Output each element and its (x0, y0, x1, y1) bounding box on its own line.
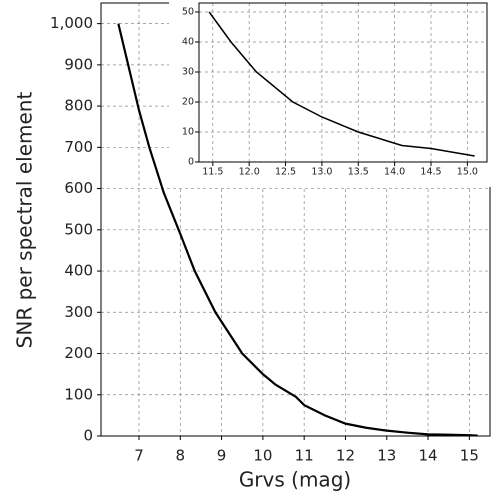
x-tick-label: 15.0 (457, 167, 478, 178)
y-tick-label: 900 (64, 55, 93, 73)
y-tick-label: 800 (64, 97, 93, 115)
y-tick-label: 200 (64, 344, 93, 362)
y-tick-label: 500 (64, 220, 93, 238)
y-tick-label: 700 (64, 138, 93, 156)
data-line (117, 23, 478, 437)
x-tick-label: 13 (377, 447, 396, 465)
x-tick-label: 8 (176, 447, 186, 465)
x-tick-label: 12.0 (239, 167, 260, 178)
x-tick-label: 13.5 (348, 167, 369, 178)
x-tick-label: 14 (419, 447, 438, 465)
y-tick-label: 100 (64, 385, 93, 403)
x-axis-label: Grvs (mag) (239, 468, 351, 492)
x-tick-label: 7 (134, 447, 144, 465)
x-tick-label: 12 (336, 447, 355, 465)
x-tick-label: 13.0 (311, 167, 332, 178)
y-tick-label: 20 (182, 97, 194, 108)
x-tick-label: 10 (253, 447, 272, 465)
x-tick-label: 14.0 (384, 167, 405, 178)
x-tick-label: 11 (295, 447, 314, 465)
data-line (208, 11, 475, 157)
y-tick-label: 50 (182, 7, 194, 18)
y-axis-label: SNR per spectral element (13, 92, 37, 349)
x-tick-label: 9 (217, 447, 227, 465)
y-tick-label: 0 (83, 427, 93, 445)
y-tick-label: 600 (64, 179, 93, 197)
y-tick-label: 40 (182, 37, 194, 48)
x-tick-label: 12.5 (275, 167, 296, 178)
x-tick-label: 11.5 (202, 167, 223, 178)
y-tick-label: 400 (64, 262, 93, 280)
y-tick-label: 300 (64, 303, 93, 321)
inset-plot-area (199, 3, 487, 162)
y-tick-label: 1,000 (50, 14, 93, 32)
x-tick-label: 14.5 (420, 167, 441, 178)
inset-frame (198, 2, 488, 163)
y-tick-label: 30 (182, 67, 194, 78)
x-tick-label: 15 (460, 447, 479, 465)
y-tick-label: 0 (188, 157, 194, 168)
y-tick-label: 10 (182, 127, 194, 138)
